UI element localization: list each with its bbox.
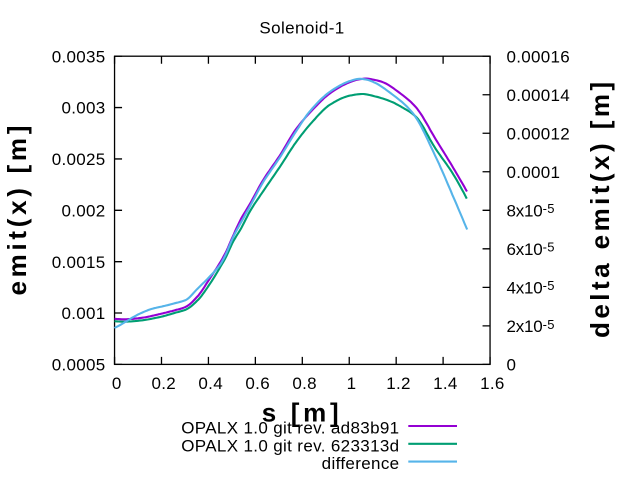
svg-text:Solenoid-1: Solenoid-1 [259,19,344,38]
svg-text:0.8: 0.8 [292,374,317,393]
svg-text:OPALX 1.0 git rev. 623313d: OPALX 1.0 git rev. 623313d [181,436,399,455]
svg-text:0.4: 0.4 [198,374,223,393]
svg-text:1.4: 1.4 [433,374,458,393]
svg-text:0.0005: 0.0005 [52,356,106,375]
svg-text:6x10-5: 6x10-5 [507,240,555,259]
svg-text:0.002: 0.002 [61,201,105,220]
svg-text:0.001: 0.001 [61,304,105,323]
svg-text:0.00014: 0.00014 [507,86,571,105]
svg-text:4x10-5: 4x10-5 [507,278,555,297]
svg-text:1.2: 1.2 [386,374,411,393]
svg-text:difference: difference [322,454,400,473]
svg-text:0.0015: 0.0015 [52,253,106,272]
svg-text:0.00012: 0.00012 [507,124,571,143]
svg-text:0.00016: 0.00016 [507,47,571,66]
svg-text:0.003: 0.003 [61,99,105,118]
svg-text:0: 0 [112,374,122,393]
svg-text:8x10-5: 8x10-5 [507,201,555,220]
svg-text:1: 1 [347,374,357,393]
svg-text:s [m]: s [m] [262,397,343,427]
svg-text:0.0035: 0.0035 [52,47,106,66]
svg-text:emit(x) [m]: emit(x) [m] [2,122,32,296]
svg-text:OPALX 1.0 git rev. ad83b91: OPALX 1.0 git rev. ad83b91 [181,419,399,438]
svg-text:delta emit(x) [m]: delta emit(x) [m] [585,78,615,337]
svg-text:0: 0 [507,356,517,375]
svg-text:1.6: 1.6 [480,374,505,393]
svg-text:2x10-5: 2x10-5 [507,317,555,336]
svg-text:0.6: 0.6 [245,374,270,393]
svg-text:0.0025: 0.0025 [52,150,106,169]
svg-text:0.0001: 0.0001 [507,163,561,182]
svg-text:0.2: 0.2 [152,374,177,393]
